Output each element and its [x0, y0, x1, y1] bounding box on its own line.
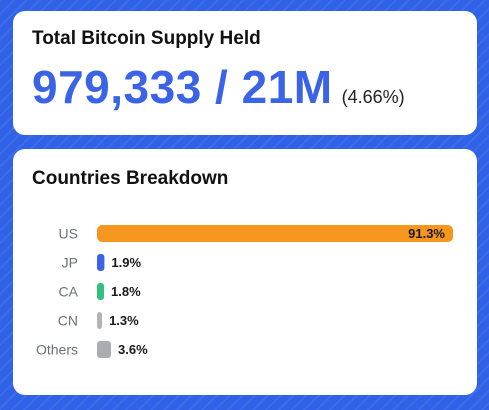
- supply-value: 979,333 / 21M: [32, 61, 333, 113]
- value-label-others: 3.6%: [118, 342, 148, 357]
- supply-title: Total Bitcoin Supply Held: [32, 28, 261, 49]
- value-label-ca: 1.8%: [111, 284, 141, 299]
- countries-bar-chart: US 91.3% JP 1.9% CA 1.8% CN 1.3% Others 3.6%: [36, 225, 453, 358]
- bar-jp: [97, 254, 105, 271]
- supply-percent: (4.66%): [341, 87, 405, 107]
- category-label-cn: CN: [58, 313, 78, 329]
- value-label-us: 91.3%: [408, 226, 445, 241]
- bar-ca: [97, 283, 105, 300]
- value-label-jp: 1.9%: [111, 255, 141, 270]
- bar-us: [97, 225, 453, 242]
- category-label-jp: JP: [62, 255, 78, 271]
- category-label-others: Others: [36, 342, 78, 358]
- category-label-us: US: [59, 226, 78, 242]
- category-label-ca: CA: [59, 284, 79, 300]
- value-label-cn: 1.3%: [109, 313, 139, 328]
- bar-others: [97, 341, 112, 358]
- bar-cn: [97, 312, 103, 329]
- countries-card: Countries Breakdown US 91.3% JP 1.9% CA 1.8% C…: [13, 149, 477, 395]
- supply-card: Total Bitcoin Supply Held 979,333 / 21M …: [13, 11, 477, 135]
- supply-row: 979,333 / 21M (4.66%): [32, 60, 405, 114]
- countries-title: Countries Breakdown: [32, 168, 229, 189]
